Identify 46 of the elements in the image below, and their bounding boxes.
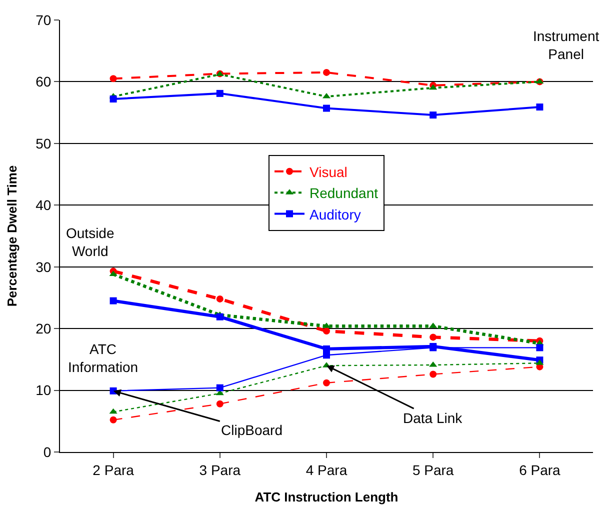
point <box>323 68 330 76</box>
y-axis-title: Percentage Dwell Time <box>4 165 20 307</box>
point <box>110 416 117 424</box>
y-tick-label: 20 <box>36 320 52 336</box>
x-tick-label: 6 Para <box>519 462 561 478</box>
x-tick-label: 4 Para <box>306 462 348 478</box>
annotation: Data Link <box>403 410 464 426</box>
point <box>323 352 330 359</box>
point <box>216 295 224 302</box>
point <box>216 313 224 320</box>
y-tick-label: 30 <box>36 258 52 275</box>
point <box>216 400 224 408</box>
y-tick-label: 60 <box>36 74 52 90</box>
point <box>536 104 544 111</box>
point <box>110 297 117 304</box>
y-tick-label: 50 <box>36 135 52 152</box>
point <box>430 334 437 341</box>
legend-label: Redundant <box>310 185 378 202</box>
point <box>110 95 117 102</box>
point <box>216 90 224 97</box>
point <box>323 328 330 335</box>
point <box>109 270 118 276</box>
annotation: ATC Information <box>68 341 138 376</box>
x-axis-title: ATC Instruction Length <box>254 489 398 504</box>
point <box>323 104 330 112</box>
point <box>109 408 118 414</box>
point <box>110 75 117 82</box>
legend-label: Auditory <box>310 206 361 222</box>
y-tick-label: 40 <box>36 197 52 214</box>
y-tick-label: 70 <box>36 12 52 28</box>
point <box>216 384 224 392</box>
annotation: Outside World <box>66 225 114 260</box>
point <box>430 370 437 378</box>
point <box>536 344 544 352</box>
x-tick-label: 3 Para <box>199 462 241 478</box>
y-tick-label: 0 <box>43 444 52 460</box>
point <box>430 112 437 119</box>
x-tick-label: 5 Para <box>412 462 454 478</box>
annotation: ClipBoard <box>221 422 282 438</box>
x-tick-label: 2 Para <box>92 462 134 478</box>
point <box>323 379 330 386</box>
point <box>429 84 438 90</box>
legend-label: Visual <box>310 164 348 180</box>
annotation: Instrument Panel <box>533 28 600 62</box>
point <box>429 361 438 367</box>
y-tick-label: 10 <box>36 382 52 398</box>
